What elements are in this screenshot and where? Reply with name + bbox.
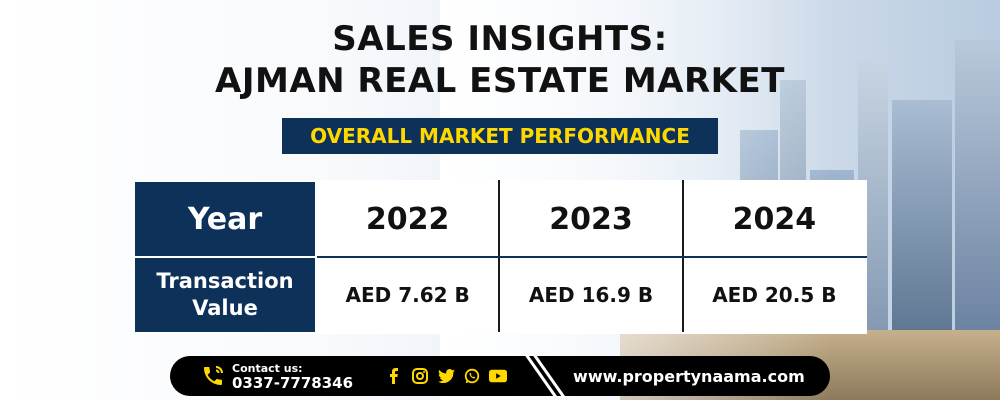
value-cell: AED 16.9 B <box>498 256 684 334</box>
title-line-2: AJMAN REAL ESTATE MARKET <box>215 61 785 101</box>
whatsapp-icon[interactable] <box>463 367 481 385</box>
social-icons <box>385 367 508 385</box>
year-cell: 2024 <box>681 180 868 258</box>
instagram-icon[interactable] <box>411 367 429 385</box>
title-line-1: SALES INSIGHTS: <box>332 19 668 59</box>
website-link[interactable]: www.propertynaama.com <box>573 366 805 386</box>
year-cell: 2022 <box>314 180 501 258</box>
contact-label: Contact us: <box>232 362 303 375</box>
facebook-icon[interactable] <box>385 367 403 385</box>
row-header-year: Year <box>133 180 317 258</box>
page-title: SALES INSIGHTS: AJMAN REAL ESTATE MARKET <box>0 18 1000 102</box>
table-row-year: Year 2022 2023 2024 <box>133 180 868 258</box>
phone-number[interactable]: 0337-7778346 <box>232 374 354 392</box>
twitter-icon[interactable] <box>437 367 455 385</box>
value-cell: AED 20.5 B <box>681 256 868 334</box>
row-header-transaction-value: Transaction Value <box>133 256 317 334</box>
year-cell: 2023 <box>498 180 684 258</box>
market-performance-table: Year 2022 2023 2024 Transaction Value AE… <box>133 180 868 334</box>
contact-block: Contact us: 0337-7778346 <box>232 361 353 391</box>
youtube-icon[interactable] <box>489 367 508 385</box>
phone-icon[interactable] <box>200 363 226 389</box>
section-subtitle: OVERALL MARKET PERFORMANCE <box>282 118 718 154</box>
row-header-line: Transaction <box>156 269 294 293</box>
row-header-line: Value <box>192 296 258 320</box>
footer-bar: Contact us: 0337-7778346 www.propertynaa… <box>170 356 830 396</box>
value-cell: AED 7.62 B <box>314 256 501 334</box>
table-row-transaction-value: Transaction Value AED 7.62 B AED 16.9 B … <box>133 256 868 334</box>
divider-slashes <box>525 356 566 396</box>
